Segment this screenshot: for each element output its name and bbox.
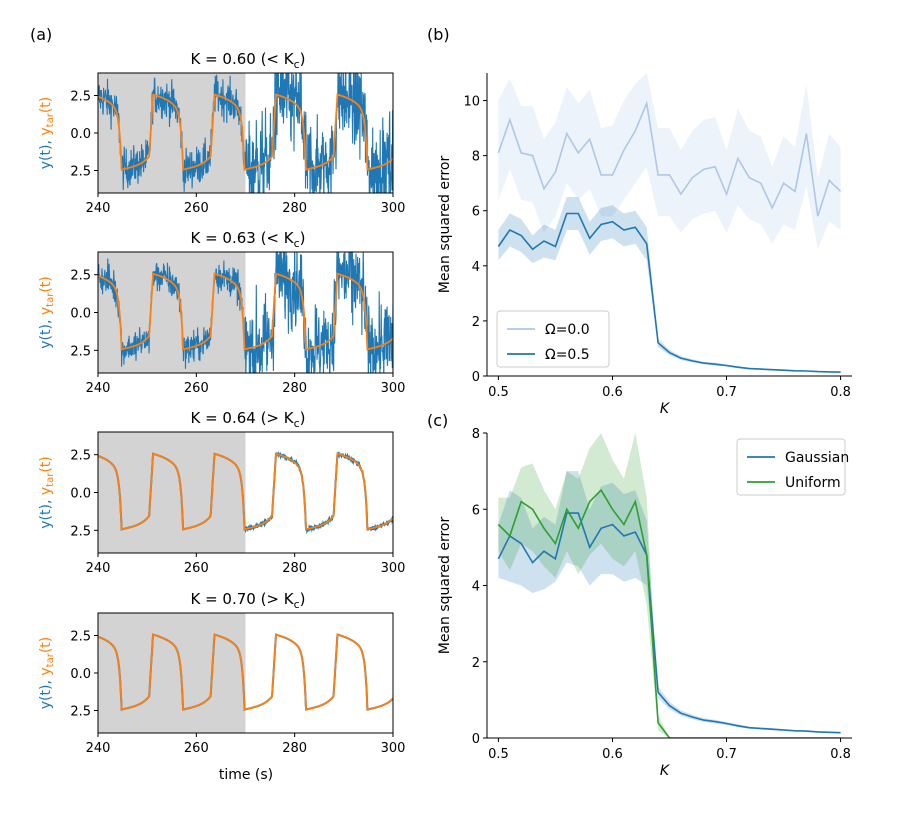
y-tick-label: 2.5	[70, 524, 91, 539]
y-tick-label: 2.5	[70, 705, 91, 720]
legend-label: Ω=0.0	[545, 322, 590, 338]
panel-c: 0.5 0.6 0.7 0.8 0 2 4 6 8 K Mean squared error Gaus…	[437, 427, 852, 779]
x-tick-label: 300	[381, 381, 406, 396]
plot-area	[497, 433, 841, 738]
target-trace	[98, 452, 393, 531]
series-line	[497, 512, 841, 734]
plot-area	[98, 633, 393, 712]
y-tick-label: 2	[472, 315, 480, 330]
x-tick-label: 0.6	[602, 385, 623, 400]
x-tick-label: 280	[282, 741, 307, 756]
x-axis-label: K	[660, 763, 671, 779]
x-tick-label: 240	[86, 741, 111, 756]
error-band	[498, 433, 841, 738]
target-trace	[98, 93, 393, 172]
panel-label-b: (b)	[427, 25, 450, 44]
y-axis-label: Mean squared error	[437, 517, 453, 655]
y-axis-label: y(t), ytar(t)	[38, 456, 56, 529]
series-line	[497, 212, 841, 373]
x-tick-label: 300	[381, 201, 406, 216]
panel-a1: 2.5 0.0 2.5 240 260 280 300 K = 0.60 (< Kc) y(t)…	[38, 50, 406, 216]
legend-box	[736, 438, 846, 496]
series-line	[497, 100, 842, 217]
error-band	[498, 197, 841, 373]
panel-title: K = 0.60 (< Kc)	[190, 50, 305, 71]
legend-label: Uniform	[785, 475, 841, 491]
x-tick-label: 240	[86, 201, 111, 216]
y-tick-label: 2.5	[70, 269, 91, 284]
y-tick-label: 8	[472, 150, 480, 165]
y-tick-label: 2.5	[70, 344, 91, 359]
y-tick-label: 2.5	[70, 90, 91, 105]
panel-label-a: (a)	[30, 25, 52, 44]
x-tick-label: 260	[184, 381, 209, 396]
panel-b: 0.5 0.6 0.7 0.8 0 2 4 6 8 10 K Mean squared error Ω=…	[437, 73, 852, 417]
x-tick-label: 300	[381, 561, 406, 576]
y-tick-label: 4	[472, 260, 480, 275]
y-tick-label: 2.5	[70, 449, 91, 464]
x-tick-label: 260	[184, 561, 209, 576]
time-axis-label: time (s)	[219, 767, 273, 783]
x-tick-label: 240	[86, 561, 111, 576]
x-tick-label: 280	[282, 381, 307, 396]
y-tick-label: 2.5	[70, 165, 91, 180]
y-axis-label: y(t), ytar(t)	[38, 97, 56, 170]
y-tick-label: 10	[463, 95, 480, 110]
x-axis-label: K	[660, 401, 671, 417]
training-window-shade	[98, 613, 246, 733]
panel-a3: 2.5 0.0 2.5 240 260 280 300 K = 0.64 (> Kc) y(t)…	[38, 409, 405, 576]
y-tick-label: 6	[472, 503, 480, 518]
x-tick-label: 0.7	[716, 747, 737, 762]
y-axis-label: y(t), ytar(t)	[38, 637, 56, 710]
x-tick-label: 0.5	[488, 385, 509, 400]
legend-box	[496, 310, 610, 368]
x-tick-label: 0.7	[716, 385, 737, 400]
y-axis-label: y(t), ytar(t)	[38, 276, 56, 349]
y-tick-label: 8	[472, 427, 480, 442]
x-tick-label: 0.8	[830, 747, 851, 762]
plot-area	[98, 451, 393, 535]
panel-a2: 2.5 0.0 2.5 240 260 280 300 K = 0.63 (< Kc) y(t)…	[38, 229, 406, 396]
x-tick-label: 280	[282, 561, 307, 576]
y-tick-label: 0	[472, 370, 480, 385]
y-tick-label: 2	[472, 656, 480, 671]
y-tick-label: 0	[472, 732, 480, 747]
plot-area	[98, 73, 393, 193]
x-tick-label: 280	[282, 201, 307, 216]
x-tick-label: 0.6	[602, 747, 623, 762]
panel-title: K = 0.64 (> Kc)	[190, 409, 305, 430]
x-tick-label: 260	[184, 741, 209, 756]
target-trace	[98, 272, 393, 351]
y-tick-label: 0.0	[70, 487, 91, 502]
target-trace	[98, 633, 393, 712]
output-trace	[98, 73, 393, 193]
plot-area	[497, 73, 842, 373]
x-tick-label: 0.5	[488, 747, 509, 762]
y-tick-label: 6	[472, 205, 480, 220]
training-window-shade	[98, 432, 246, 553]
output-trace	[98, 252, 393, 373]
x-tick-label: 240	[86, 381, 111, 396]
panel-a4: 2.5 0.0 2.5 240 260 280 300 K = 0.70 (> Kc) y(t)…	[38, 590, 405, 756]
y-axis-label: Mean squared error	[437, 156, 453, 294]
panel-title: K = 0.70 (> Kc)	[190, 590, 305, 611]
x-tick-label: 260	[184, 201, 209, 216]
x-tick-label: 0.8	[830, 385, 851, 400]
panel-label-c: (c)	[427, 411, 448, 430]
x-tick-label: 300	[381, 741, 406, 756]
series-line	[497, 488, 841, 738]
plot-area	[98, 252, 393, 373]
y-tick-label: 0.0	[70, 127, 91, 142]
y-tick-label: 0.0	[70, 667, 91, 682]
error-band	[498, 471, 841, 734]
legend-label: Ω=0.5	[545, 347, 590, 363]
y-tick-label: 4	[472, 580, 480, 595]
y-tick-label: 0.0	[70, 307, 91, 322]
panel-title: K = 0.63 (< Kc)	[190, 229, 305, 250]
y-tick-label: 2.5	[70, 630, 91, 645]
legend-label: Gaussian	[785, 450, 849, 466]
error-band	[498, 73, 841, 250]
